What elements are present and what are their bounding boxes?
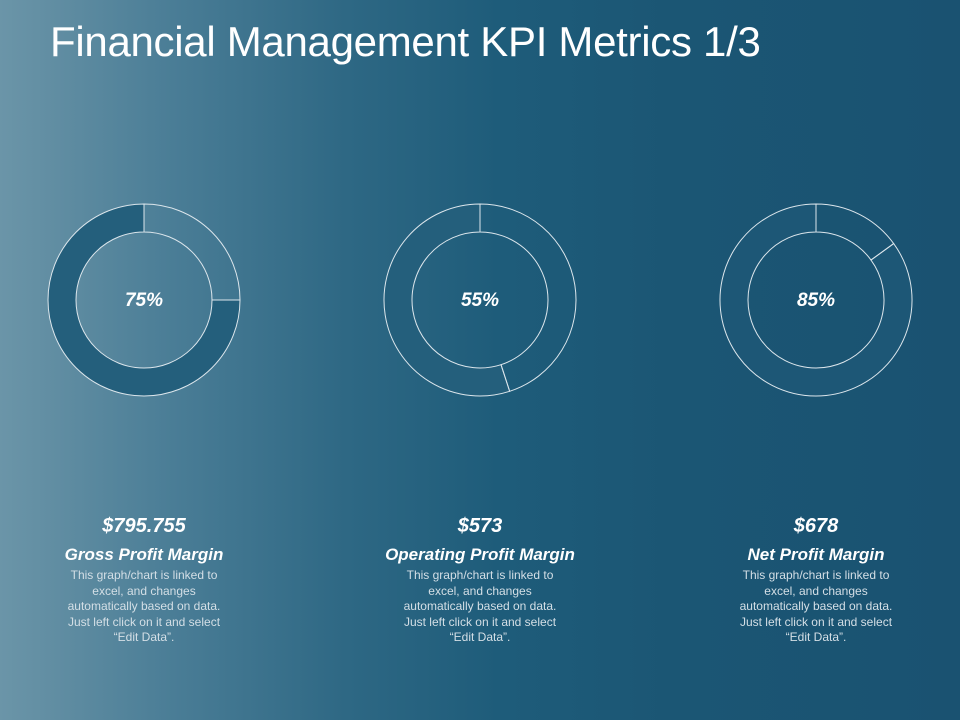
donut-percent-label: 55% xyxy=(461,290,499,311)
slide-title: Financial Management KPI Metrics 1/3 xyxy=(50,18,761,65)
kpi-name: Operating Profit Margin xyxy=(385,545,575,564)
donut-slice-remainder[interactable] xyxy=(479,203,577,392)
donut-chart-net-profit[interactable]: 85% xyxy=(716,200,916,400)
donut-chart-svg: 85% xyxy=(719,203,913,397)
kpi-name: Net Profit Margin xyxy=(747,545,885,564)
donut-slice-value[interactable] xyxy=(383,203,511,397)
kpi-description: This graph/chart is linked to excel, and… xyxy=(739,568,893,644)
donut-percent-label: 85% xyxy=(797,290,835,311)
kpi-value: $795.755 xyxy=(102,515,186,537)
donut-chart-svg: 55% xyxy=(383,203,577,397)
kpi-value: $573 xyxy=(457,515,503,537)
donut-slice-remainder[interactable] xyxy=(815,203,895,261)
kpi-card-net-profit: $678 Net Profit Margin This graph/chart … xyxy=(696,512,936,646)
kpi-value: $678 xyxy=(793,515,839,537)
kpi-card-operating-profit: $573 Operating Profit Margin This graph/… xyxy=(360,512,600,646)
donut-slice-value[interactable] xyxy=(719,203,913,397)
kpi-description: This graph/chart is linked to excel, and… xyxy=(403,568,557,644)
donut-slice-value[interactable] xyxy=(47,203,241,397)
donut-percent-label: 75% xyxy=(125,290,163,311)
kpi-description: This graph/chart is linked to excel, and… xyxy=(67,568,221,644)
kpi-name: Gross Profit Margin xyxy=(64,545,224,564)
donut-chart-operating-profit[interactable]: 55% xyxy=(380,200,580,400)
donut-chart-svg: 75% xyxy=(47,203,241,397)
donut-chart-gross-profit[interactable]: 75% xyxy=(44,200,244,400)
donut-slice-remainder[interactable] xyxy=(143,203,241,301)
kpi-card-gross-profit: $795.755 Gross Profit Margin This graph/… xyxy=(24,512,264,646)
